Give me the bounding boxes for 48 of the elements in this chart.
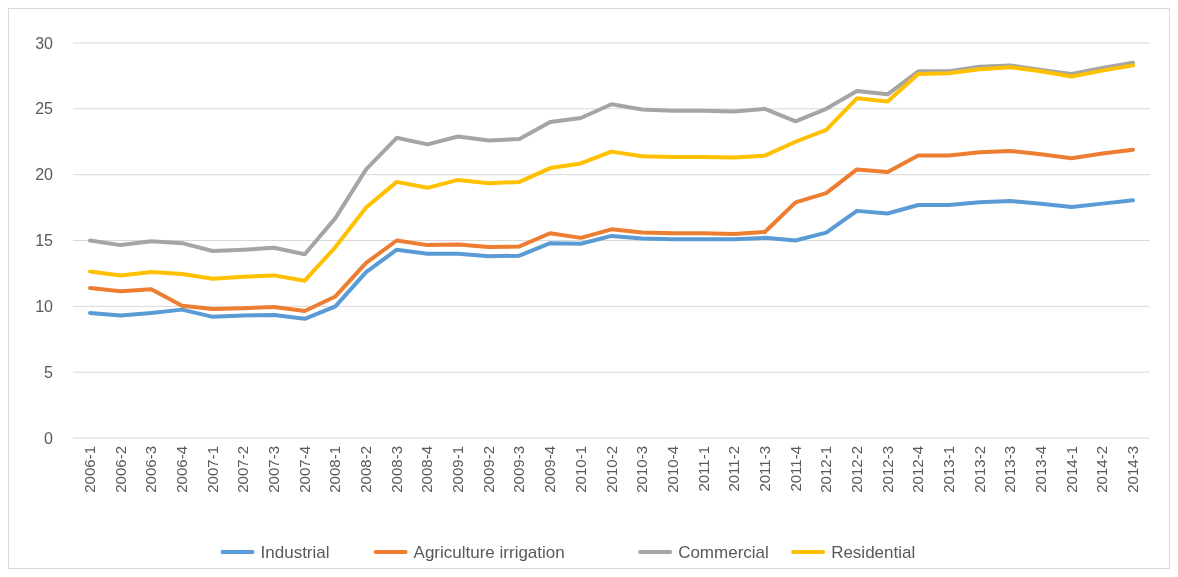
y-tick-label: 25 — [35, 100, 54, 118]
x-tick-label: 2014-3 — [1124, 446, 1141, 493]
x-tick-label: 2006-4 — [173, 446, 191, 493]
x-tick-label: 2011-1 — [694, 446, 712, 492]
legend-label: Commercial — [678, 542, 769, 562]
x-tick-label: 2006-2 — [111, 446, 129, 493]
legend-label: Industrial — [260, 542, 330, 562]
x-tick-label: 2008-3 — [387, 446, 405, 493]
x-tick-label: 2007-3 — [265, 446, 283, 493]
line-series — [88, 147, 1135, 313]
x-tick-label: 2011-3 — [755, 446, 773, 492]
x-tick-label: 2008-1 — [326, 446, 344, 493]
x-tick-label: 2010-4 — [663, 446, 681, 493]
x-tick-label: 2008-2 — [357, 446, 375, 493]
x-tick-label: 2013-4 — [1031, 446, 1049, 493]
line-series — [88, 198, 1135, 321]
x-tick-label: 2014-1 — [1062, 446, 1080, 493]
x-tick-label: 2009-4 — [541, 446, 559, 493]
x-tick-label: 2010-2 — [602, 446, 620, 493]
x-tick-label: 2007-4 — [295, 446, 313, 493]
y-tick-label: 15 — [35, 232, 54, 250]
y-tick-label: 0 — [44, 429, 54, 447]
x-tick-label: 2012-4 — [909, 446, 927, 493]
x-tick-label: 2012-1 — [817, 446, 835, 493]
y-tick-label: 5 — [44, 363, 54, 381]
x-tick-label: 2010-3 — [633, 446, 651, 493]
y-tick-label: 20 — [35, 166, 54, 184]
x-tick-label: 2008-4 — [418, 446, 436, 493]
x-tick-label: 2013-3 — [1001, 446, 1019, 493]
x-tick-label: 2007-2 — [234, 446, 252, 493]
x-tick-label: 2006-1 — [81, 446, 98, 493]
x-tick-label: 2009-1 — [449, 446, 467, 493]
x-tick-label: 2012-3 — [878, 446, 896, 493]
x-tick-label: 2011-2 — [725, 446, 743, 492]
x-tick-label: 2009-2 — [479, 446, 497, 493]
x-tick-label: 2011-4 — [786, 446, 804, 492]
legend-label: Agriculture irrigation — [413, 542, 565, 562]
x-tick-label: 2010-1 — [571, 446, 589, 493]
y-tick-label: 30 — [35, 34, 54, 52]
x-tick-label: 2009-3 — [510, 446, 528, 493]
x-tick-label: 2007-1 — [203, 446, 221, 493]
x-tick-label: 2013-2 — [970, 446, 988, 493]
y-tick-label: 10 — [35, 297, 54, 315]
legend-label: Residential — [831, 542, 916, 562]
x-tick-label: 2012-2 — [847, 446, 865, 493]
x-tick-label: 2006-3 — [142, 446, 160, 493]
x-tick-label: 2014-2 — [1093, 446, 1111, 493]
x-tick-label: 2013-1 — [939, 446, 957, 493]
